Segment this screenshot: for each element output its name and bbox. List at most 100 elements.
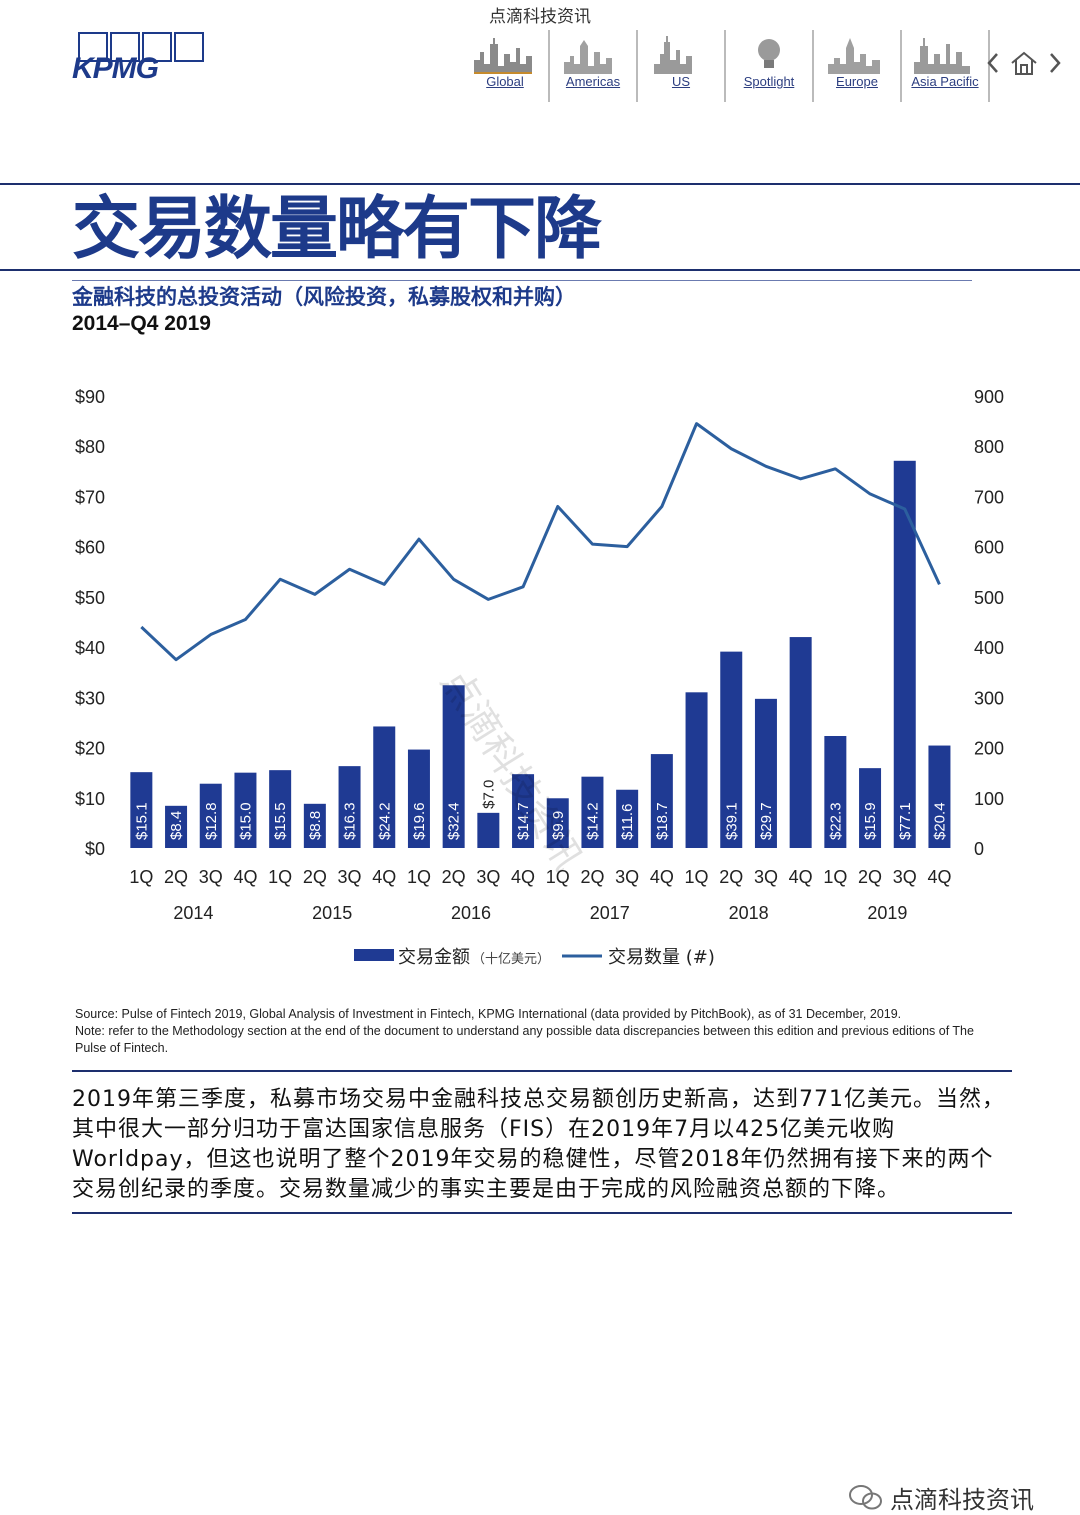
nav-item-asia-pacific[interactable]: Asia Pacific <box>902 30 990 102</box>
x-tick-quarter: 1Q <box>407 867 431 887</box>
right-axis-tick: 700 <box>974 487 1004 507</box>
bar <box>303 803 326 848</box>
chart-subtitle: 金融科技的总投资活动（风险投资，私募股权和并购） <box>72 285 576 309</box>
nav-label-americas: Americas <box>565 74 621 89</box>
x-tick-quarter: 2Q <box>580 867 604 887</box>
x-tick-quarter: 3Q <box>893 867 917 887</box>
us-skyline-icon <box>654 36 692 74</box>
nav-item-americas[interactable]: Americas <box>550 30 638 102</box>
europe-skyline-icon <box>828 38 880 74</box>
bar <box>442 685 465 848</box>
bar <box>928 745 951 848</box>
deal-count-line <box>140 422 941 662</box>
investment-chart: $90 $80 $70 $60 $50 $40 $30 $20 $10 $0 900 800 700 60… <box>75 387 1004 968</box>
nav-label-global: Global <box>486 74 524 89</box>
x-tick-quarter: 3Q <box>615 867 639 887</box>
chart-notes: Source: Pulse of Fintech 2019, Global An… <box>75 1006 1005 1057</box>
x-tick-quarter: 3Q <box>476 867 500 887</box>
bar-value-label: $15.1 <box>133 802 150 840</box>
x-tick-quarter: 3Q <box>338 867 362 887</box>
left-axis-tick: $0 <box>85 839 105 859</box>
x-tick-quarter: 2Q <box>164 867 188 887</box>
subtitle-rule <box>72 280 972 281</box>
bar <box>546 798 569 848</box>
bar-value-label: $12.8 <box>203 802 220 840</box>
x-tick-quarter: 3Q <box>199 867 223 887</box>
footer-watermark-text: 点滴科技资讯 <box>890 1486 1034 1514</box>
bar-value-label: $20.4 <box>931 802 948 840</box>
bar-value-label: $14.7 <box>515 802 532 840</box>
x-tick-year: 2015 <box>312 903 352 923</box>
nav-arrows <box>985 50 1063 80</box>
bar <box>338 766 361 848</box>
bar-value-label: $29.7 <box>758 802 775 840</box>
page-title: 交易数量略有下降 <box>72 190 602 269</box>
x-tick-quarter: 1Q <box>268 867 292 887</box>
x-tick-quarter: 2Q <box>719 867 743 887</box>
legend-bar-label: 交易金额 <box>398 947 470 968</box>
left-axis-tick: $10 <box>75 789 105 809</box>
home-icon[interactable] <box>1009 50 1039 80</box>
x-tick-year: 2018 <box>729 903 769 923</box>
asia-pacific-skyline-icon <box>914 38 970 74</box>
bar-value-label: $15.0 <box>237 802 254 840</box>
chevron-right-icon[interactable] <box>1047 51 1063 79</box>
left-axis-tick: $20 <box>75 739 105 759</box>
bar-value-label: $14.2 <box>584 802 601 840</box>
left-axis-tick: $60 <box>75 538 105 558</box>
chevron-left-icon[interactable] <box>985 51 1001 79</box>
x-tick-year: 2019 <box>867 903 907 923</box>
bar-value-label: $8.4 <box>168 811 185 840</box>
bar-value-label: $18.7 <box>654 802 671 840</box>
bar <box>477 812 500 848</box>
right-axis-tick: 800 <box>974 437 1004 457</box>
x-tick-quarter: 2Q <box>858 867 882 887</box>
wechat-icon <box>849 1484 882 1509</box>
nav-item-us[interactable]: US <box>638 30 726 102</box>
bar-value-label: $15.9 <box>862 802 879 840</box>
bar <box>616 789 639 848</box>
bar-value-label: $15.5 <box>272 802 289 840</box>
nav-item-europe[interactable]: Europe <box>814 30 902 102</box>
nav-label-spotlight: Spotlight <box>743 74 795 89</box>
right-axis-tick: 300 <box>974 688 1004 708</box>
logo-text: KPMG <box>72 52 159 85</box>
bar-value-label: $22.3 <box>827 802 844 840</box>
nav-item-spotlight[interactable]: Spotlight <box>726 30 814 102</box>
bar-value-label: $7.0 <box>480 780 497 809</box>
nav-item-global[interactable]: Global <box>462 30 550 102</box>
spotlight-lightbulb-icon <box>758 39 780 68</box>
nav-label-us: US <box>671 74 691 89</box>
legend-bar-unit: （十亿美元） <box>472 952 550 967</box>
americas-skyline-icon <box>564 40 612 74</box>
x-tick-year: 2017 <box>590 903 630 923</box>
right-axis-tick: 100 <box>974 789 1004 809</box>
x-tick-quarter: 1Q <box>129 867 153 887</box>
x-tick-quarter: 4Q <box>511 867 535 887</box>
bar <box>824 736 847 848</box>
bar <box>130 772 153 848</box>
x-tick-quarter: 2Q <box>442 867 466 887</box>
right-axis-tick: 600 <box>974 538 1004 558</box>
footer-watermark: 点滴科技资讯 <box>848 1480 1034 1515</box>
source-note: Source: Pulse of Fintech 2019, Global An… <box>75 1007 902 1021</box>
logo-boxes <box>78 32 204 62</box>
x-tick-quarter: 4Q <box>650 867 674 887</box>
bar <box>165 805 188 848</box>
bar <box>754 698 777 848</box>
x-tick-quarter: 3Q <box>754 867 778 887</box>
body-top-rule <box>72 1070 1012 1072</box>
bar <box>373 726 396 848</box>
chart-period: 2014–Q4 2019 <box>72 312 211 335</box>
bar-value-label: $11.6 <box>619 804 636 840</box>
kpmg-logo: KPMG <box>72 32 204 85</box>
region-nav: Global Americas US Spotlight Europe Asia… <box>462 30 990 102</box>
bar <box>893 460 916 848</box>
title-top-rule <box>0 183 1080 185</box>
bar-value-label: $77.1 <box>897 802 914 840</box>
x-tick-quarter: 4Q <box>372 867 396 887</box>
x-tick-quarter: 1Q <box>685 867 709 887</box>
right-axis-tick: 900 <box>974 387 1004 407</box>
bar <box>269 770 292 848</box>
methodology-note: Note: refer to the Methodology section a… <box>75 1024 974 1055</box>
